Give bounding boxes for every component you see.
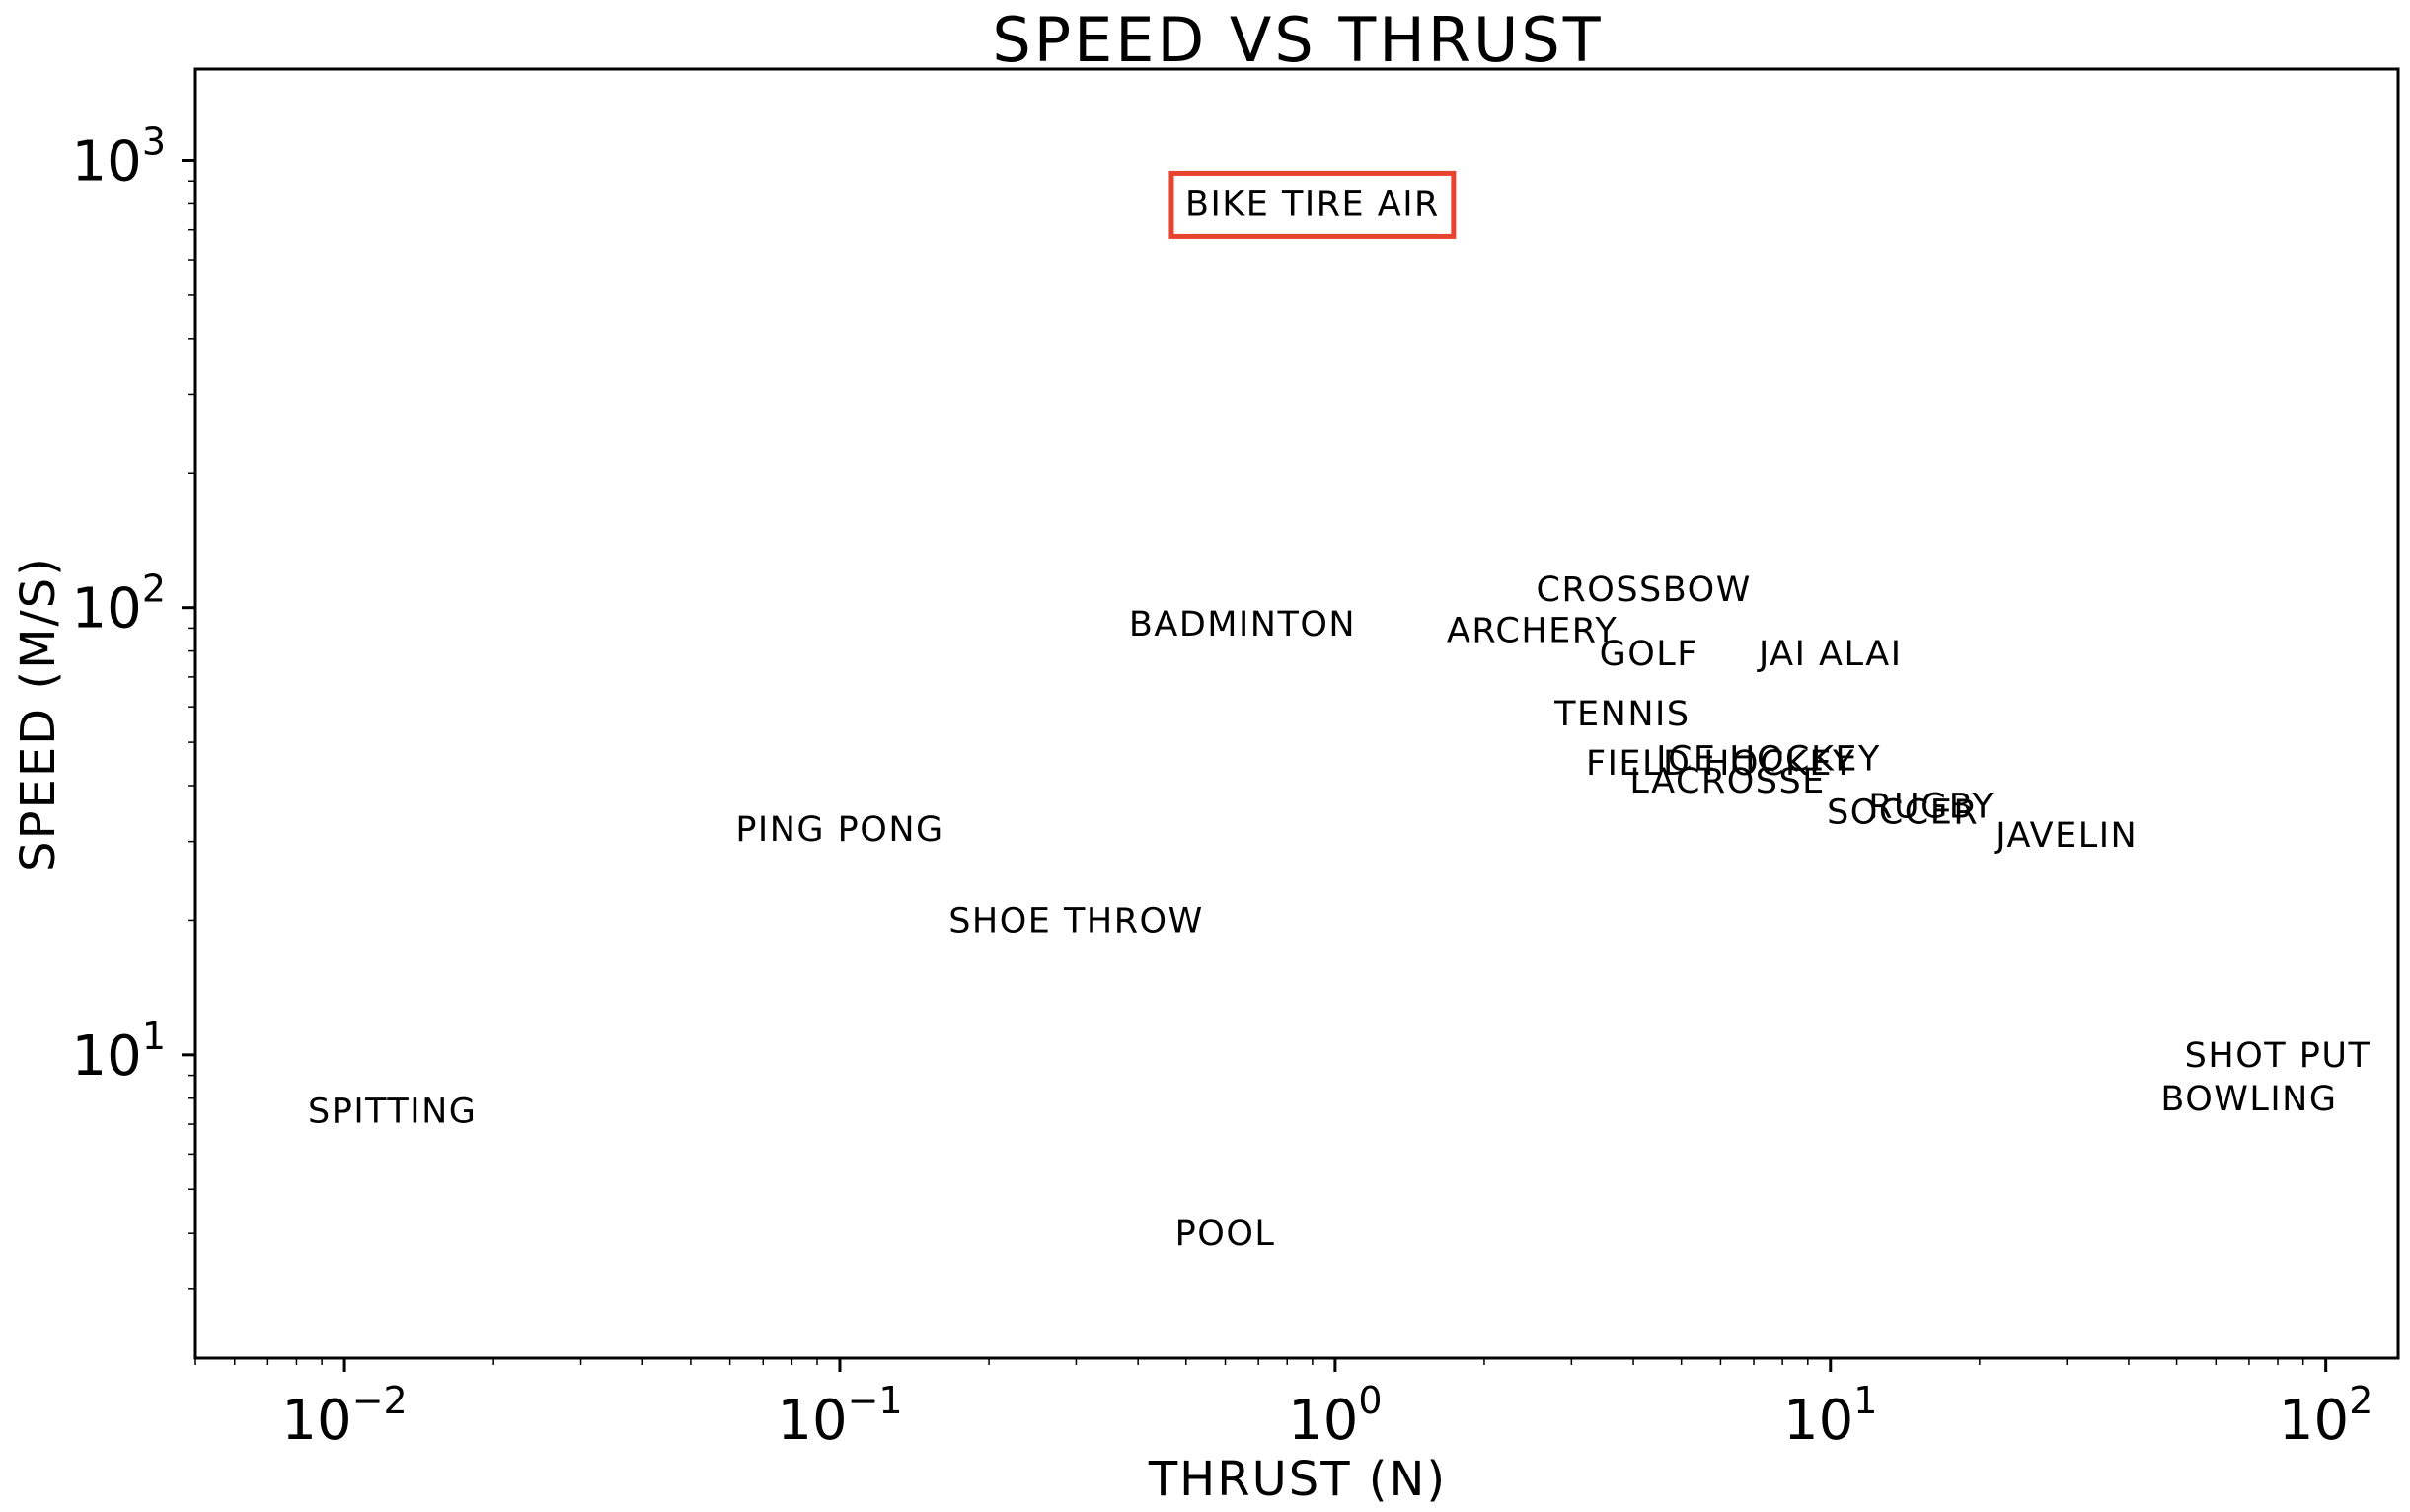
data-point-label: SHOT PUT <box>2185 1036 2372 1076</box>
x-axis-label: THRUST (N) <box>1148 1452 1447 1507</box>
x-tick-label-base: 10 <box>281 1389 351 1453</box>
x-tick-label-base: 10 <box>1783 1389 1853 1453</box>
data-point-label: BIKE TIRE AIR <box>1185 185 1440 224</box>
y-tick-label-base: 10 <box>72 577 142 642</box>
y-tick-label: 102 <box>72 567 166 642</box>
plot-area-frame <box>193 67 2400 1360</box>
y-tick-label: 101 <box>72 1015 166 1089</box>
highlight-box <box>1168 170 1457 239</box>
y-tick-label-exponent: 1 <box>142 1015 166 1058</box>
data-labels: BIKE TIRE AIR CROSSBOW BADMINTON ARCHERYGOL… <box>308 170 2372 1253</box>
x-tick-label-base: 10 <box>2279 1389 2349 1453</box>
x-tick-label-exponent: 1 <box>1853 1379 1877 1422</box>
data-point-label: JAI ALAI <box>1757 635 1903 674</box>
x-tick-label: 10−2 <box>281 1379 407 1453</box>
x-tick-label-base: 10 <box>1288 1389 1358 1453</box>
data-point-label: ARCHERY <box>1447 612 1618 651</box>
x-tick-label: 100 <box>1288 1379 1382 1453</box>
x-tick-label: 101 <box>1783 1379 1877 1453</box>
x-tick-label: 102 <box>2279 1379 2372 1453</box>
y-tick-label-exponent: 3 <box>142 120 166 164</box>
data-point-label: ICE HOCKEY <box>1656 740 1881 780</box>
y-tick-label-exponent: 2 <box>142 567 166 611</box>
x-tick-label-base: 10 <box>777 1389 847 1453</box>
data-point-label: BOWLING <box>2160 1080 2337 1119</box>
x-tick-label-exponent: 0 <box>1358 1379 1382 1422</box>
data-point-label: BADMINTON <box>1129 605 1356 644</box>
x-tick-label-exponent: 2 <box>2349 1379 2372 1422</box>
data-point-label: CROSSBOW <box>1537 570 1752 610</box>
data-point-label: LACROSSE <box>1629 762 1825 801</box>
y-tick-label-base: 10 <box>72 1024 142 1089</box>
x-tick-label-exponent: −1 <box>848 1379 903 1422</box>
data-point-label: GOLF <box>1600 635 1698 674</box>
data-point-label: SPITTING <box>308 1092 477 1131</box>
y-tick-label: 103 <box>72 120 166 194</box>
data-point-label: SOCCER <box>1827 793 1979 832</box>
data-point-label: RUGBY <box>1868 788 1995 827</box>
y-tick-label-base: 10 <box>72 130 142 194</box>
x-tick-label: 10−1 <box>777 1379 902 1453</box>
chart-title: SPEED VS THRUST <box>992 4 1603 76</box>
data-point-label: JAVELIN <box>1994 816 2138 856</box>
x-tick-label-exponent: −2 <box>352 1379 408 1422</box>
data-point-label: TENNIS <box>1553 695 1690 734</box>
y-axis-label: SPEED (M/S) <box>11 556 66 871</box>
data-point-label: PING PONG <box>735 810 943 850</box>
data-point-label: FIELD HOCKEY <box>1586 744 1855 784</box>
data-point-label: SHOE THROW <box>948 901 1204 941</box>
data-point-label: POOL <box>1175 1214 1276 1253</box>
